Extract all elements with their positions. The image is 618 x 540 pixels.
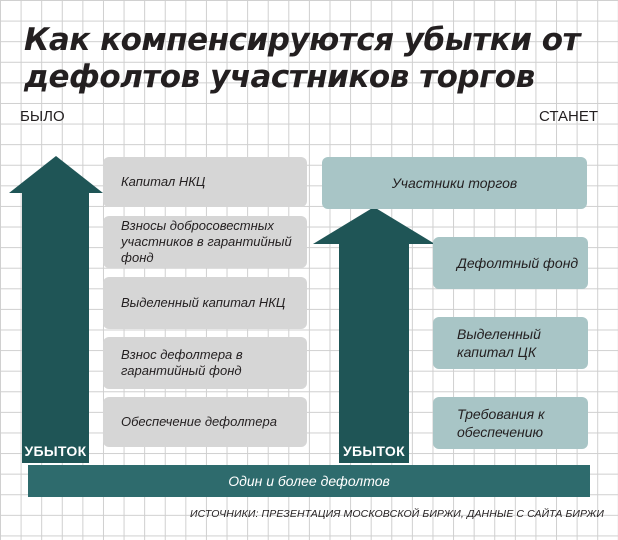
after-item-1: Дефолтный фонд [433, 237, 588, 289]
source-note: ИСТОЧНИКИ: ПРЕЗЕНТАЦИЯ МОСКОВСКОЙ БИРЖИ,… [189, 508, 604, 520]
arrow-head [8, 156, 103, 193]
before-item-4: Взнос дефолтера в гарантийный фонд [103, 337, 307, 389]
before-item-5: Обеспечение дефолтера [103, 397, 307, 447]
label-before: БЫЛО [20, 108, 65, 125]
after-top-box: Участники торгов [322, 157, 587, 209]
before-item-2: Взносы добросовестных участников в гаран… [103, 216, 307, 268]
diagram-title: Как компенсируются убытки от дефолтов уч… [24, 22, 580, 95]
before-item-3: Выделенный капитал НКЦ [103, 277, 307, 329]
before-item-1: Капитал НКЦ [103, 157, 307, 207]
arrow-label-after: УБЫТОК [343, 443, 405, 459]
loss-arrow-after: УБЫТОК [313, 207, 435, 463]
label-after: СТАНЕТ [538, 108, 598, 125]
arrow-label-before: УБЫТОК [24, 443, 87, 459]
loss-arrow-before: УБЫТОК [8, 156, 103, 463]
after-item-3: Требования к обеспечению [433, 397, 588, 449]
base-bar: Один и более дефолтов [28, 465, 590, 497]
arrow-head [313, 207, 435, 244]
after-item-2: Выделенный капитал ЦК [433, 317, 588, 369]
arrow-shaft: УБЫТОК [22, 193, 89, 463]
arrow-shaft: УБЫТОК [339, 244, 409, 463]
